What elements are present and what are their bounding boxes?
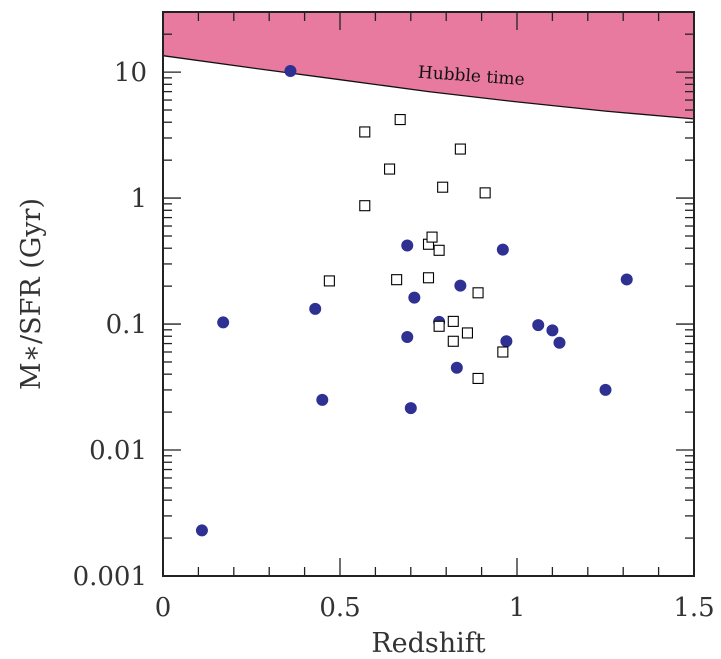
- data-point-circle: [500, 335, 513, 348]
- data-point-square: [433, 244, 445, 256]
- y-tick-label: 0.001: [73, 562, 147, 592]
- data-point-circle: [401, 239, 414, 252]
- data-points: [195, 65, 633, 537]
- data-point-square: [497, 346, 509, 358]
- data-point-square: [479, 187, 491, 199]
- hubble-time-region: [163, 12, 694, 119]
- y-axis-label: M∗/SFR (Gyr): [16, 198, 47, 390]
- data-point-circle: [217, 316, 230, 329]
- data-point-square: [359, 126, 371, 138]
- plot-frame: [162, 11, 695, 577]
- data-point-square: [323, 275, 335, 287]
- y-tick-labels: 0.001 0.01 0.1 1 10: [73, 58, 147, 592]
- data-point-square: [447, 315, 459, 327]
- data-point-square: [394, 114, 406, 126]
- data-point-circle: [401, 330, 414, 343]
- data-point-circle: [316, 393, 329, 406]
- y-tick-label: 1: [130, 184, 147, 214]
- data-point-square: [359, 200, 371, 212]
- data-point-square: [384, 163, 396, 175]
- x-axis-label: Redshift: [371, 628, 485, 659]
- x-tick-label: 0.5: [319, 593, 360, 623]
- data-point-circle: [532, 319, 545, 332]
- data-point-square: [437, 181, 449, 193]
- data-point-square: [391, 274, 403, 286]
- data-point-square: [472, 372, 484, 384]
- data-point-circle: [546, 324, 559, 337]
- data-point-square: [454, 143, 466, 155]
- x-tick-label: 0: [155, 593, 172, 623]
- data-point-square: [461, 327, 473, 339]
- y-tick-label: 0.01: [89, 436, 147, 466]
- data-point-square: [422, 272, 435, 284]
- data-point-circle: [553, 336, 566, 349]
- data-point-circle: [496, 243, 509, 256]
- data-point-circle: [454, 279, 467, 292]
- data-point-circle: [309, 302, 322, 315]
- data-point-square: [426, 231, 438, 243]
- x-tick-label: 1: [509, 593, 526, 623]
- y-tick-label: 10: [114, 58, 147, 88]
- data-point-circle: [195, 524, 208, 537]
- hubble-time-curve: [162, 55, 695, 120]
- data-point-square: [433, 320, 445, 332]
- y-tick-label: 0.1: [106, 310, 147, 340]
- data-point-circle: [450, 361, 463, 374]
- data-point-circle: [620, 273, 633, 286]
- data-point-square: [447, 335, 459, 347]
- x-tick-label: 1.5: [673, 593, 714, 623]
- data-point-circle: [404, 402, 417, 415]
- axis-ticks: [162, 11, 695, 577]
- data-point-circle: [599, 383, 612, 396]
- data-point-square: [472, 287, 484, 299]
- data-point-circle: [408, 291, 421, 304]
- x-tick-labels: 0 0.5 1 1.5: [155, 593, 715, 623]
- data-point-circle: [284, 65, 297, 78]
